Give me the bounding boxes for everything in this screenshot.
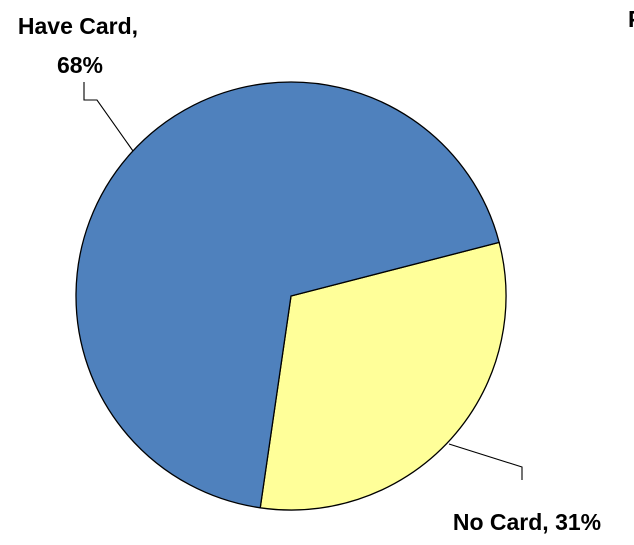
clipped-title-fragment: P [628, 6, 634, 32]
pie-slices [75, 81, 507, 511]
pie-slice-have-card [75, 81, 500, 509]
data-label-have-card-line1: Have Card, [18, 13, 138, 39]
data-label-have-card-line2: 68% [57, 52, 103, 78]
leader-lines [83, 82, 523, 480]
pie-slice-no-card [259, 241, 507, 511]
leader-line-have-card [83, 82, 134, 152]
leader-line-no-card [448, 443, 523, 480]
data-label-no-card: No Card, 31% [453, 509, 601, 535]
